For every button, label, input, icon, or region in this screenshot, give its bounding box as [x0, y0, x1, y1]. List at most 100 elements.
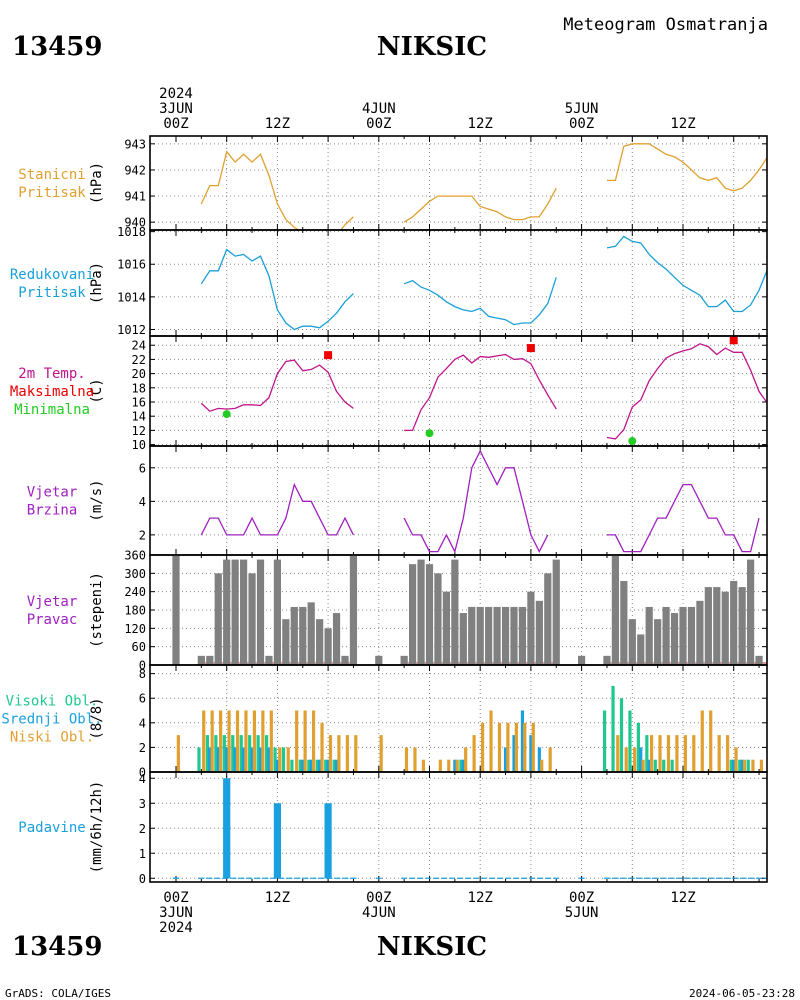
cloud-bar [645, 735, 649, 772]
direction-bar [349, 555, 358, 665]
top-time-label: 00Z [366, 116, 391, 132]
cloud-bar [497, 722, 502, 772]
direction-bar [535, 600, 543, 665]
tmax-marker [729, 336, 738, 345]
cloud-bar [301, 759, 305, 772]
cloud-bar [256, 735, 260, 772]
direction-bar [552, 559, 560, 665]
panel-data [173, 778, 767, 879]
cloud-bar [242, 747, 246, 772]
direction-bar [468, 606, 476, 665]
direction-bar [637, 634, 645, 665]
cloud-bar [261, 710, 265, 772]
cloud-bar [636, 722, 640, 772]
cloud-bar [647, 759, 651, 772]
cloud-bar [455, 759, 459, 772]
direction-bar [662, 606, 670, 665]
panels: 940941942943(hPa)StanicniPritisak1012101… [1, 135, 768, 886]
cloud-bar [320, 722, 324, 772]
direction-bar [476, 606, 484, 665]
direction-bar [730, 580, 738, 665]
station-id: 13459 [12, 32, 102, 62]
bottom-time-label: 12Z [670, 890, 695, 906]
cloud-bar [746, 759, 750, 772]
cloud-bar [267, 747, 271, 772]
y-tick-label: 0 [139, 659, 146, 673]
cloud-bar [759, 759, 764, 772]
y-tick-label: 4 [139, 716, 146, 730]
tmin-marker [222, 410, 231, 419]
panel-label: Niski Obl. [10, 730, 94, 746]
cloud-bar [514, 722, 518, 772]
direction-bar [493, 606, 501, 665]
y-tick-label: 10 [132, 438, 146, 452]
cloud-bar [512, 735, 516, 772]
panel-label: Srednji Obl. [1, 712, 102, 728]
y-axis-label: (mm/6h/12h) [89, 781, 105, 874]
panel-frame [149, 335, 768, 447]
y-tick-label: 240 [124, 585, 146, 599]
y-tick-label: 22 [132, 353, 146, 367]
y-tick-label: 60 [132, 640, 146, 654]
series-line [403, 187, 557, 223]
panel-frame [149, 771, 768, 883]
cloud-bar [248, 735, 252, 772]
cloud-bar [231, 735, 235, 772]
bottom-time-label: 00Z [569, 890, 594, 906]
cloud-bar [413, 747, 417, 772]
cloud-bar [239, 735, 243, 772]
y-tick-label: 2 [139, 528, 146, 542]
panel-precipitation: 0 1 2 3 4 (mm/6h/12h)Padavine [18, 771, 768, 886]
cloud-bar [404, 747, 409, 772]
panel-data [172, 555, 767, 665]
cloud-bar [210, 710, 214, 772]
cloud-bar [628, 710, 632, 772]
direction-bar [501, 606, 510, 665]
cloud-bar [273, 747, 277, 772]
direction-bar [620, 580, 628, 665]
cloud-bar [653, 759, 657, 772]
cloud-bar [520, 710, 525, 772]
direction-bar [434, 573, 442, 665]
y-tick-label: 120 [124, 622, 146, 636]
cloud-bar [461, 759, 465, 772]
precip-bar [223, 778, 231, 879]
cloud-bar [315, 759, 319, 772]
cloud-bar [537, 747, 541, 772]
cloud-bar [633, 747, 637, 772]
panel-label: 2m Temp. [18, 366, 85, 382]
bottom-time-label: 5JUN [565, 905, 599, 921]
cloud-bar [216, 747, 220, 772]
panel-data [200, 449, 760, 554]
panel-label: Minimalna [14, 402, 90, 418]
series-line [200, 150, 354, 230]
direction-bar [527, 591, 535, 665]
cloud-bar [751, 759, 755, 772]
cloud-bar [738, 759, 742, 772]
panel-label: Vjetar [27, 594, 78, 610]
cloud-bar [354, 735, 358, 772]
cloud-bar [303, 710, 307, 772]
series-line [403, 277, 557, 326]
direction-bar [704, 587, 712, 665]
direction-bar [214, 573, 222, 665]
cloud-bar [666, 735, 671, 772]
cloud-bar [421, 759, 426, 772]
top-time-label: 5JUN [565, 101, 599, 117]
y-tick-label: 942 [124, 163, 146, 177]
cloud-bar [438, 759, 442, 772]
y-axis-label: (8/8) [89, 697, 105, 739]
y-tick-label: 18 [132, 381, 146, 395]
timestamp: 2024-06-05-23:28 [689, 987, 795, 1000]
panel-reduced-pressure: 1012 1014 1016 1018 (hPa)Redukovani Pritisak [10, 225, 768, 337]
y-tick-label: 14 [132, 410, 146, 424]
cloud-bar [278, 747, 282, 772]
panel-cloud-cover: 0 2 4 6 8 (8/8)Visoki Obl. Srednji Obl. Niski O… [1, 664, 768, 780]
series-line [606, 343, 767, 440]
cloud-bar [489, 710, 493, 772]
direction-bar [316, 619, 324, 665]
top-time-label: 12Z [265, 116, 290, 132]
cloud-bar [717, 735, 721, 772]
cloud-bar [480, 722, 485, 772]
